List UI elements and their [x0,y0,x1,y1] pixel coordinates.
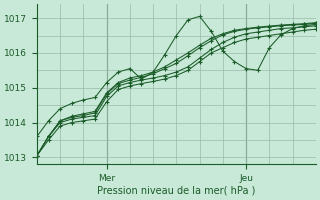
X-axis label: Pression niveau de la mer( hPa ): Pression niveau de la mer( hPa ) [97,186,256,196]
